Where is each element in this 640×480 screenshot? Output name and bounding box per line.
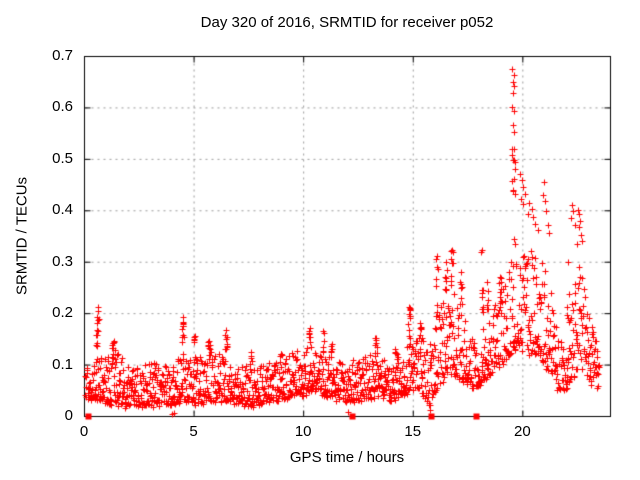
y-tick-label: 0.2 (52, 304, 73, 322)
y-tick-label: 0 (64, 407, 73, 424)
x-tick-label: 5 (189, 423, 198, 440)
y-tick-label: 0.4 (52, 201, 73, 219)
y-tick-label: 0.3 (52, 252, 73, 270)
x-axis-label: GPS time / hours (289, 449, 405, 466)
y-tick-label: 0.6 (52, 98, 73, 116)
y-tick-label: 0.5 (52, 149, 73, 167)
y-tick-label: 0.1 (52, 355, 73, 373)
x-tick-label: 15 (404, 423, 422, 440)
x-tick-label: 0 (79, 423, 89, 440)
y-axis-label: SRMTID / TECUs (13, 176, 31, 296)
chart-title: Day 320 of 2016, SRMTID for receiver p05… (200, 14, 494, 31)
x-tick-label: 10 (294, 423, 312, 440)
x-tick-label: 20 (513, 423, 531, 440)
y-tick-label: 0.7 (52, 47, 73, 64)
